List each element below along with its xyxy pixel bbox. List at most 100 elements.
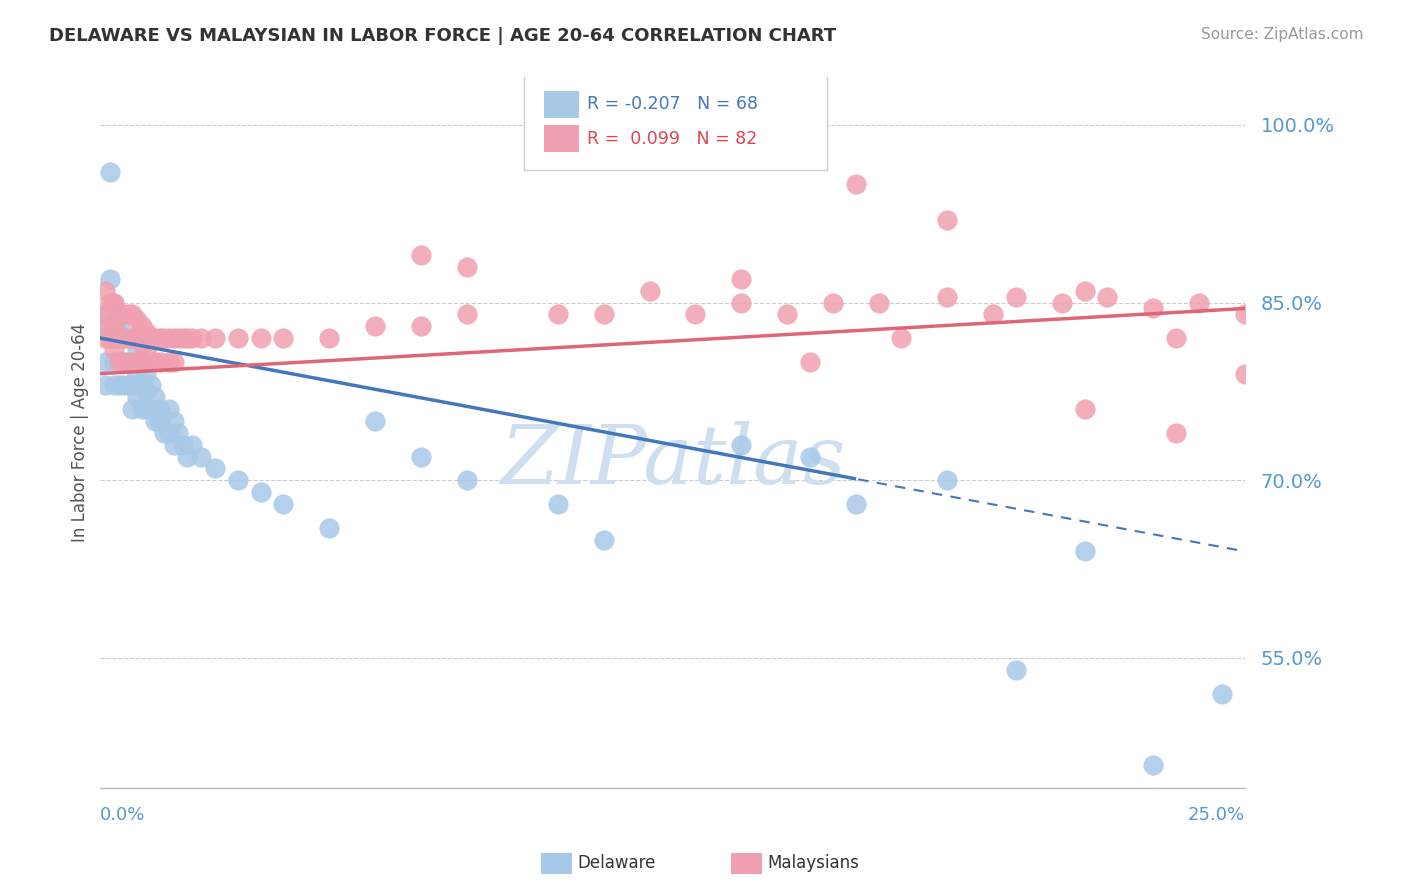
Point	[172, 438, 194, 452]
Point	[364, 414, 387, 428]
Point	[107, 355, 129, 369]
Text: ZIPatlas: ZIPatlas	[499, 421, 845, 501]
Point	[364, 319, 387, 334]
Point	[125, 355, 148, 369]
Point	[1166, 425, 1188, 440]
Point	[131, 355, 153, 369]
Text: R = -0.207   N = 68: R = -0.207 N = 68	[586, 95, 758, 113]
Point	[94, 284, 117, 298]
Point	[107, 319, 129, 334]
FancyBboxPatch shape	[544, 91, 579, 118]
Point	[139, 355, 162, 369]
Point	[94, 355, 117, 369]
Point	[149, 414, 172, 428]
Point	[125, 331, 148, 345]
Point	[318, 521, 340, 535]
Point	[176, 450, 198, 464]
Point	[112, 378, 135, 392]
Point	[821, 295, 844, 310]
Point	[638, 284, 661, 298]
Point	[112, 355, 135, 369]
Point	[845, 177, 868, 191]
Point	[153, 331, 176, 345]
Point	[157, 402, 180, 417]
Point	[936, 212, 959, 227]
Point	[1142, 301, 1164, 316]
Point	[103, 295, 125, 310]
Point	[112, 331, 135, 345]
Point	[1166, 331, 1188, 345]
Point	[1073, 284, 1095, 298]
Point	[730, 272, 752, 286]
Point	[157, 331, 180, 345]
Point	[593, 307, 616, 321]
Text: R =  0.099   N = 82: R = 0.099 N = 82	[586, 129, 756, 147]
Point	[1097, 290, 1119, 304]
Point	[117, 307, 139, 321]
FancyBboxPatch shape	[524, 74, 827, 169]
Point	[167, 331, 190, 345]
Point	[190, 331, 212, 345]
Point	[799, 355, 821, 369]
Point	[1005, 663, 1028, 677]
Point	[112, 331, 135, 345]
Point	[121, 331, 143, 345]
Point	[135, 325, 157, 339]
Point	[172, 331, 194, 345]
Point	[1073, 402, 1095, 417]
Point	[153, 425, 176, 440]
Point	[139, 378, 162, 392]
Point	[799, 450, 821, 464]
Point	[981, 307, 1004, 321]
Point	[162, 414, 184, 428]
Point	[117, 355, 139, 369]
Point	[98, 331, 121, 345]
Point	[162, 355, 184, 369]
Point	[98, 295, 121, 310]
Point	[409, 450, 432, 464]
Text: DELAWARE VS MALAYSIAN IN LABOR FORCE | AGE 20-64 CORRELATION CHART: DELAWARE VS MALAYSIAN IN LABOR FORCE | A…	[49, 27, 837, 45]
Point	[730, 438, 752, 452]
Point	[125, 343, 148, 357]
Point	[131, 378, 153, 392]
Point	[135, 355, 157, 369]
Point	[117, 331, 139, 345]
Point	[121, 331, 143, 345]
Point	[157, 355, 180, 369]
Point	[103, 295, 125, 310]
Point	[125, 390, 148, 404]
Point	[162, 438, 184, 452]
Point	[1233, 367, 1256, 381]
Point	[204, 331, 226, 345]
Point	[409, 248, 432, 262]
Point	[180, 438, 202, 452]
Point	[776, 307, 799, 321]
Point	[107, 355, 129, 369]
Point	[143, 390, 166, 404]
Point	[103, 343, 125, 357]
Point	[125, 367, 148, 381]
Point	[936, 290, 959, 304]
Point	[121, 355, 143, 369]
Point	[149, 355, 172, 369]
Y-axis label: In Labor Force | Age 20-64: In Labor Force | Age 20-64	[72, 323, 89, 542]
Point	[121, 378, 143, 392]
Point	[730, 295, 752, 310]
Point	[98, 331, 121, 345]
Point	[593, 533, 616, 547]
Point	[1005, 290, 1028, 304]
Point	[890, 331, 912, 345]
Point	[273, 331, 295, 345]
Point	[135, 384, 157, 399]
Text: Delaware: Delaware	[578, 855, 657, 872]
Point	[845, 497, 868, 511]
Point	[107, 331, 129, 345]
Point	[157, 425, 180, 440]
Point	[107, 378, 129, 392]
Point	[226, 331, 249, 345]
Point	[107, 307, 129, 321]
Point	[98, 165, 121, 179]
Point	[1233, 307, 1256, 321]
Text: Source: ZipAtlas.com: Source: ZipAtlas.com	[1201, 27, 1364, 42]
Point	[273, 497, 295, 511]
